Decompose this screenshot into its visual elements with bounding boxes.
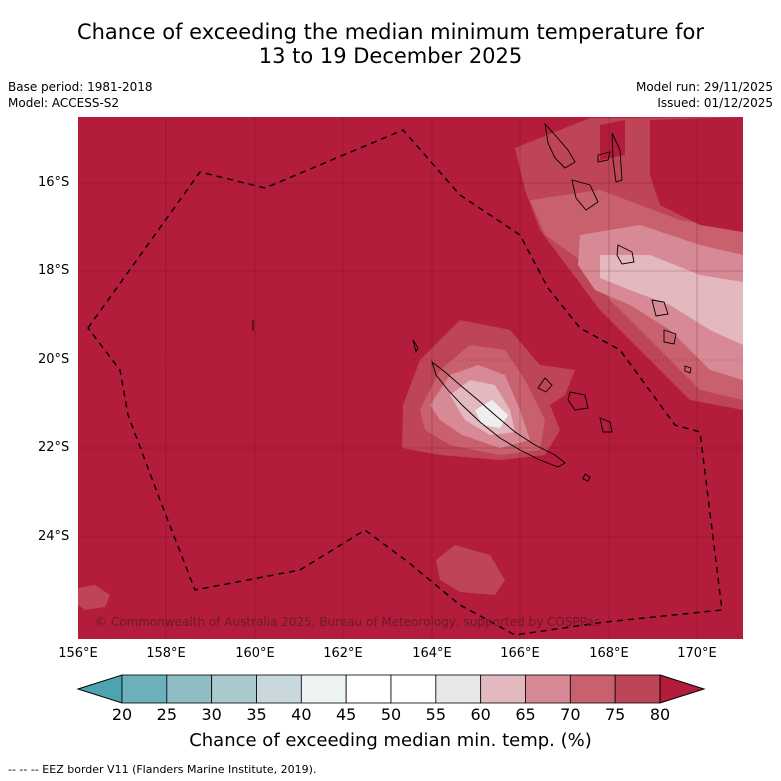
south-patch [436,545,505,595]
colorbar-tick-70: 70 [560,705,581,724]
colorbar-cell-20-25 [121,674,168,704]
lat-label-18s: 18°S [38,263,70,278]
lon-label-158e: 158°E [146,646,186,661]
lon-label-162e: 162°E [323,646,363,661]
mare-island [599,417,613,433]
colorbar-cell-50-55 [390,674,437,704]
lifou-island [567,391,589,411]
matthew-island [684,365,692,374]
belep-island [412,339,419,354]
vanuatu-tanna [663,329,677,345]
lon-label-156e: 156°E [58,646,98,661]
title-line-1: Chance of exceeding the median minimum t… [76,20,705,44]
colorbar-cell-45-50 [345,674,392,704]
colorbar-cell-70-75 [569,674,616,704]
nc-contour-55 [475,400,508,428]
lon-label-170e: 170°E [677,646,717,661]
isle-of-pines [582,473,591,482]
lat-label-20s: 20°S [38,352,70,367]
colorbar-tick-55: 55 [425,705,446,724]
ne-dark-patch [650,117,743,232]
colorbar-tick-60: 60 [470,705,491,724]
colorbar-tick-50: 50 [380,705,402,724]
colorbar-tick-20: 20 [111,705,133,724]
base-period: Base period: 1981-2018 [8,80,153,94]
colorbar-cell-75-80 [614,674,661,704]
lon-label-164e: 164°E [412,646,452,661]
colorbar-cell-65-70 [525,674,571,704]
colorbar-low-extend [76,674,123,704]
title-line-2: 13 to 19 December 2025 [258,44,523,68]
lat-label-24s: 24°S [38,529,70,544]
vanuatu-erromango [651,299,669,317]
colorbar-tick-25: 25 [156,705,177,724]
vanuatu-maewo [611,132,623,183]
colorbar-cell-25-30 [166,674,213,704]
colorbar-label: Chance of exceeding median min. temp. (%… [189,730,592,751]
model-name: Model: ACCESS-S2 [8,96,120,110]
graticule [78,117,743,639]
colorbar-tick-65: 65 [515,705,536,724]
colorbar-cell-55-60 [435,674,482,704]
colorbar [76,674,706,704]
lon-label-160e: 160°E [235,646,275,661]
issued-date: Issued: 01/12/2025 [657,96,773,110]
colorbar-tick-35: 35 [246,705,267,724]
lat-label-16s: 16°S [38,175,70,190]
lon-label-166e: 166°E [500,646,540,661]
lon-label-168e: 168°E [589,646,629,661]
eez-footnote: -- -- -- EEZ border V11 (Flanders Marine… [8,763,317,776]
colorbar-cell-30-35 [211,674,257,704]
colorbar-cell-60-65 [480,674,526,704]
colorbar-tick-75: 75 [604,705,626,724]
colorbar-tick-40: 40 [291,705,312,724]
copyright-notice: © Commonwealth of Australia 2025, Bureau… [95,615,601,629]
vanuatu-malekula [571,179,599,211]
ne-contour-60 [600,255,743,345]
vanuatu-espiritu-santo [544,122,576,169]
ouvea-island [537,377,553,393]
coastlines [252,122,692,482]
colorbar-tick-30: 30 [201,705,222,724]
vanuatu-efate [616,244,635,265]
model-run: Model run: 29/11/2025 [635,80,773,94]
west-patch [78,585,110,610]
colorbar-cell-40-45 [300,674,347,704]
new-caledonia-island [431,360,566,468]
vanuatu-ambae [597,151,611,163]
colorbar-high-extend [659,674,706,704]
colorbar-cell-35-40 [256,674,302,704]
colorbar-tick-45: 45 [335,705,357,724]
eez-border [87,129,723,636]
colorbar-tick-80: 80 [649,705,671,724]
lat-label-22s: 22°S [38,440,70,455]
